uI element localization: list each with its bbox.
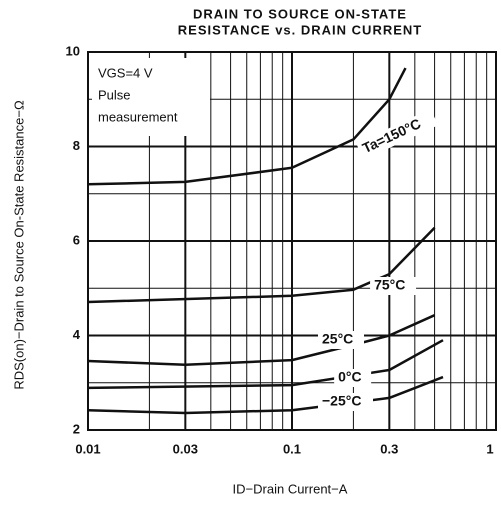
annotation-box: [92, 58, 210, 136]
curve-label-bg: [356, 108, 439, 160]
chart-title: RESISTANCE vs. DRAIN CURRENT: [178, 22, 422, 37]
curve-label-bg: [334, 369, 372, 387]
y-tick-label: 8: [73, 138, 80, 153]
curve: [87, 67, 407, 186]
curve: [87, 314, 436, 367]
curve-label: −25°C: [322, 393, 361, 409]
curve: [87, 375, 444, 415]
x-tick-label: 0.1: [283, 441, 301, 456]
x-tick-label: 1: [486, 441, 493, 456]
curve-label: 75°C: [374, 277, 405, 293]
annotation: VGS=4 V: [98, 65, 153, 80]
y-tick-label: 4: [73, 327, 81, 342]
chart-title: DRAIN TO SOURCE ON-STATE: [193, 6, 407, 21]
curve: [87, 226, 436, 304]
y-axis-label: RDS(on)−Drain to Source On-State Resista…: [11, 100, 26, 390]
y-tick-label: 6: [73, 232, 80, 247]
curve-label-bg: [318, 331, 364, 349]
x-tick-label: 0.01: [75, 441, 100, 456]
curve-label-bg: [370, 277, 417, 295]
curve-label-bg: [318, 393, 373, 411]
x-axis-label: ID−Drain Current−A: [233, 481, 348, 496]
y-tick-label: 10: [66, 43, 80, 58]
x-tick-label: 0.03: [173, 441, 198, 456]
x-tick-label: 0.3: [380, 441, 398, 456]
curve-label: 0°C: [338, 369, 362, 385]
annotation: Pulse: [98, 87, 131, 102]
curve-label: 25°C: [322, 331, 353, 347]
plot-frame: [87, 51, 497, 431]
y-tick-label: 2: [73, 421, 80, 436]
annotation: measurement: [98, 109, 178, 124]
